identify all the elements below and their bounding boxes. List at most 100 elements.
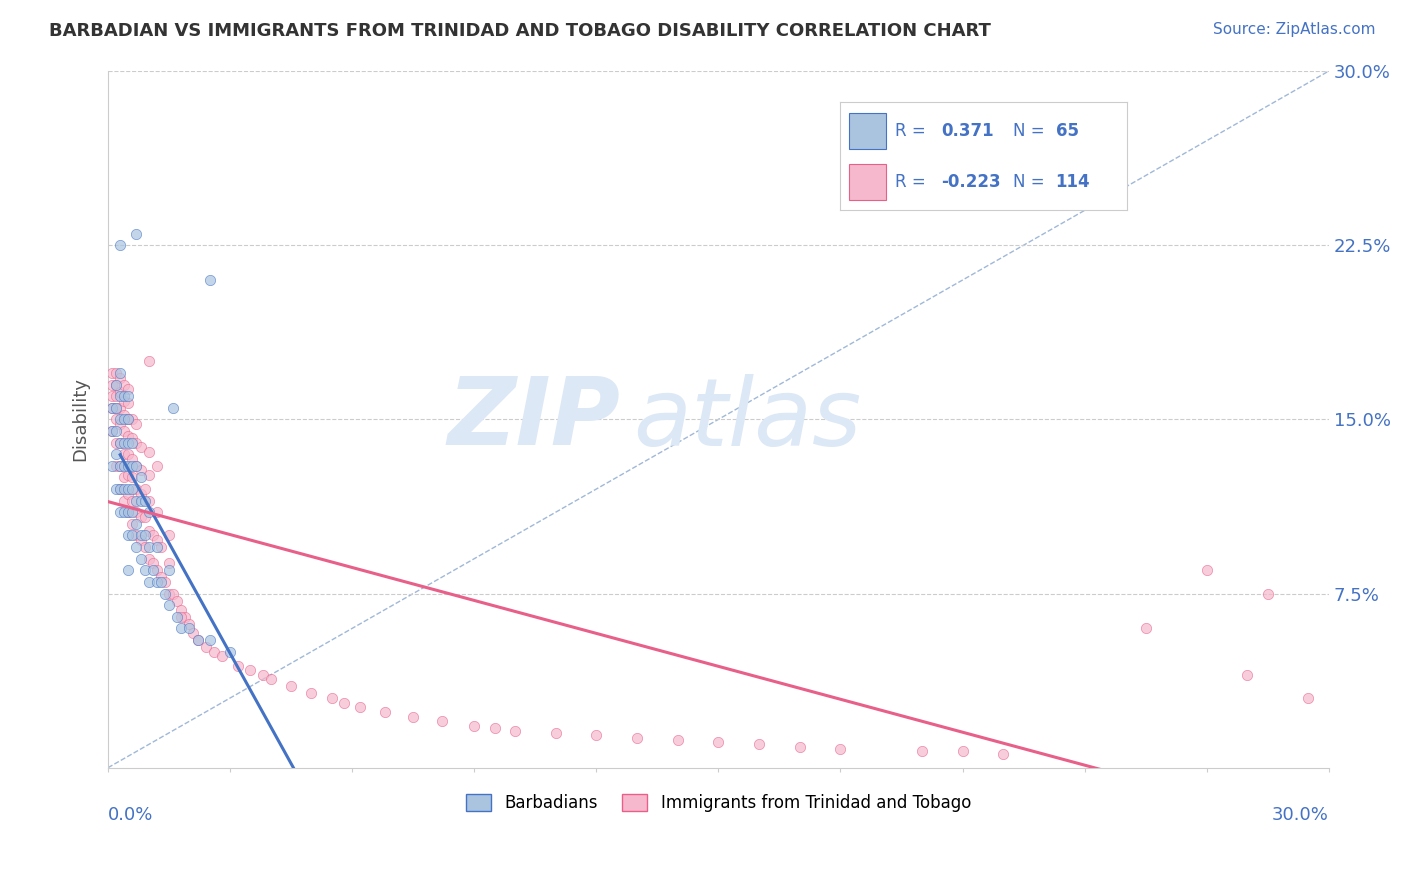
Point	[125, 493, 148, 508]
Point	[105, 412, 128, 426]
Point	[112, 412, 135, 426]
Point	[138, 468, 160, 483]
Point	[138, 354, 160, 368]
Point	[1195, 563, 1218, 577]
Point	[108, 370, 131, 384]
Point	[138, 505, 160, 519]
Point	[162, 401, 184, 415]
Point	[162, 586, 184, 600]
Point	[117, 482, 139, 496]
Point	[134, 493, 156, 508]
Point	[112, 408, 135, 422]
Point	[129, 533, 152, 548]
Point	[117, 435, 139, 450]
Point	[101, 366, 124, 380]
Point	[402, 709, 425, 723]
Point	[112, 447, 135, 461]
Point	[121, 505, 143, 519]
Point	[585, 728, 607, 742]
Point	[121, 493, 143, 508]
Point	[170, 609, 193, 624]
Point	[108, 238, 131, 252]
Point	[101, 389, 124, 403]
Point	[142, 528, 165, 542]
Point	[108, 412, 131, 426]
Point	[149, 570, 172, 584]
Point	[125, 458, 148, 473]
Point	[105, 435, 128, 450]
Point	[129, 493, 152, 508]
Point	[170, 621, 193, 635]
Point	[129, 528, 152, 542]
Point	[1135, 621, 1157, 635]
Point	[112, 435, 135, 450]
Point	[125, 540, 148, 554]
Text: atlas: atlas	[633, 374, 860, 465]
Point	[134, 563, 156, 577]
Point	[149, 574, 172, 589]
Point	[374, 705, 396, 719]
Point	[117, 396, 139, 410]
Point	[484, 721, 506, 735]
Point	[149, 540, 172, 554]
Point	[121, 435, 143, 450]
Point	[146, 505, 169, 519]
Point	[138, 524, 160, 538]
Point	[157, 528, 180, 542]
Point	[112, 493, 135, 508]
Point	[170, 603, 193, 617]
Point	[666, 732, 689, 747]
Point	[125, 516, 148, 531]
Point	[748, 738, 770, 752]
Point	[105, 401, 128, 415]
Point	[108, 458, 131, 473]
Point	[117, 528, 139, 542]
Point	[105, 401, 128, 415]
Point	[179, 616, 201, 631]
Point	[911, 744, 934, 758]
Point	[239, 663, 262, 677]
Point	[108, 435, 131, 450]
Point	[166, 593, 188, 607]
Point	[333, 696, 356, 710]
Point	[138, 551, 160, 566]
Point	[105, 482, 128, 496]
Point	[129, 440, 152, 454]
Point	[117, 447, 139, 461]
Point	[280, 680, 302, 694]
Point	[186, 632, 208, 647]
Point	[105, 447, 128, 461]
Point	[117, 412, 139, 426]
Point	[138, 540, 160, 554]
Point	[117, 486, 139, 500]
Point	[121, 516, 143, 531]
Point	[211, 649, 233, 664]
Point	[1298, 691, 1320, 706]
Point	[146, 563, 169, 577]
Point	[121, 458, 143, 473]
Point	[108, 401, 131, 415]
Point	[105, 377, 128, 392]
Point	[1257, 586, 1279, 600]
Point	[108, 417, 131, 431]
Point	[129, 463, 152, 477]
Point	[138, 493, 160, 508]
Point	[430, 714, 453, 729]
Point	[198, 273, 221, 287]
Point	[1236, 668, 1258, 682]
Point	[101, 458, 124, 473]
Point	[219, 644, 242, 658]
Point	[101, 424, 124, 438]
Point	[252, 668, 274, 682]
Point	[129, 486, 152, 500]
Point	[101, 377, 124, 392]
Point	[117, 428, 139, 442]
Point	[101, 401, 124, 415]
Point	[186, 632, 208, 647]
Point	[108, 505, 131, 519]
Y-axis label: Disability: Disability	[72, 377, 89, 461]
Point	[226, 658, 249, 673]
Point	[117, 389, 139, 403]
Point	[260, 673, 283, 687]
Point	[121, 482, 143, 496]
